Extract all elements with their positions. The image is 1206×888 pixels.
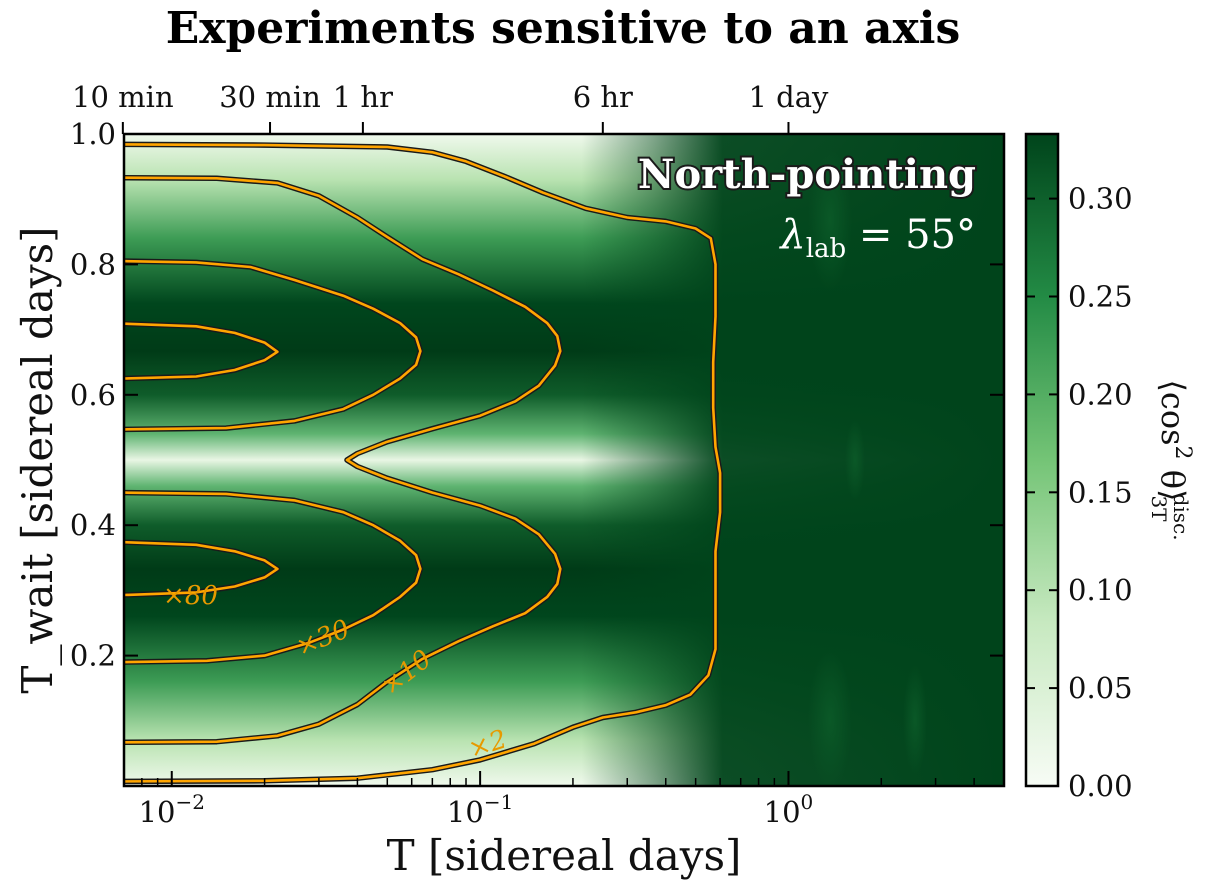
x-tick-exp: 0 bbox=[801, 790, 814, 814]
y-tick-label: 0.2 bbox=[70, 639, 116, 673]
y-axis-label: T_wait [sidereal days] bbox=[13, 226, 62, 693]
x-tick-exp: −1 bbox=[484, 790, 513, 814]
annotation-value: = 55° bbox=[846, 212, 976, 258]
annotation-lambda-sub: lab bbox=[806, 234, 846, 264]
heatmap-ripple bbox=[808, 150, 852, 290]
y-axis: 0.2 0.4 0.6 0.8 1.0 bbox=[70, 117, 1004, 673]
colorbar-label-theta: θ⟩ bbox=[1154, 460, 1192, 502]
x-tick-base: 10 bbox=[764, 795, 801, 829]
top-tick-label: 1 day bbox=[749, 80, 830, 114]
contour-line bbox=[124, 540, 279, 597]
top-tick-label: 6 hr bbox=[573, 80, 633, 114]
contour-label: ×80 bbox=[163, 581, 218, 611]
x-tick-base: 10 bbox=[139, 795, 176, 829]
cb-tick-label: 0.00 bbox=[1068, 769, 1133, 803]
x-tick-exp: −2 bbox=[175, 790, 204, 814]
chart-title: Experiments sensitive to an axis bbox=[166, 3, 961, 54]
y-tick-label: 0.6 bbox=[70, 378, 116, 412]
contour-line bbox=[124, 143, 722, 783]
contour-lines bbox=[124, 141, 723, 785]
y-tick-label: 1.0 bbox=[70, 117, 116, 151]
x-tick-label: 10−2 bbox=[139, 790, 205, 829]
heatmap-ripple bbox=[845, 420, 865, 500]
cb-tick-label: 0.30 bbox=[1068, 182, 1133, 216]
heatmap-ripple bbox=[903, 665, 927, 775]
y-tick-label: 0.4 bbox=[70, 508, 116, 542]
contour-line bbox=[124, 491, 422, 664]
colorbar-label: ⟨cos2 θ⟩3Tdisc. bbox=[1147, 379, 1195, 540]
colorbar-label-sup: 2 bbox=[1170, 446, 1195, 460]
colorbar-label-subsup: disc. bbox=[1169, 494, 1193, 541]
x-axis-label: T [sidereal days] bbox=[387, 831, 742, 880]
y-tick-label: 0.8 bbox=[70, 247, 116, 281]
cb-tick-label: 0.05 bbox=[1068, 671, 1133, 705]
top-tick-label: 1 hr bbox=[333, 80, 393, 114]
plot-frame bbox=[122, 132, 1006, 788]
contour-line bbox=[124, 322, 279, 380]
x-tick-label: 100 bbox=[764, 790, 814, 829]
colorbar-label-sub: 3T bbox=[1147, 495, 1171, 522]
annotation-line1: North-pointing bbox=[638, 151, 976, 198]
heatmap-ripple bbox=[808, 650, 852, 786]
cb-tick-label: 0.15 bbox=[1068, 475, 1133, 509]
colorbar-ticks: 0.00 0.05 0.10 0.15 0.20 0.25 0.30 bbox=[1026, 182, 1133, 803]
cb-tick-label: 0.20 bbox=[1068, 377, 1133, 411]
top-tick-label: 30 min bbox=[219, 80, 321, 114]
colorbar-label-main: ⟨cos bbox=[1154, 379, 1192, 445]
annotation-line2: λlab = 55° bbox=[778, 212, 976, 264]
contour-line bbox=[124, 259, 422, 431]
x-axis: 10−2 10−1 100 bbox=[123, 771, 1005, 829]
top-axis: 10 min 30 min 1 hr 6 hr 1 day bbox=[72, 80, 829, 134]
annotation-lambda: λ bbox=[778, 212, 805, 258]
annotation: North-pointing λlab = 55° bbox=[636, 149, 978, 264]
cb-tick-label: 0.10 bbox=[1068, 573, 1133, 607]
colorbar bbox=[1024, 132, 1060, 788]
heatmap bbox=[124, 134, 1004, 786]
x-tick-base: 10 bbox=[447, 795, 484, 829]
cb-tick-label: 0.25 bbox=[1068, 280, 1133, 314]
top-tick-label: 10 min bbox=[72, 80, 174, 114]
x-tick-label: 10−1 bbox=[447, 790, 513, 829]
contour-line bbox=[124, 176, 562, 744]
